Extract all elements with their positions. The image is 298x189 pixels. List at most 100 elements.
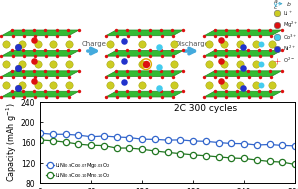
LiNi$_{0.9}$Co$_{0.10}$Mn$_{0.10}$O$_2$ <box>153 150 157 152</box>
LiNi$_{0.9}$Co$_{0.10}$Mn$_{0.10}$O$_2$ <box>77 143 80 145</box>
Point <box>125 90 130 93</box>
Point <box>159 95 164 98</box>
LiNi$_{0.9}$Co$_{0.10}$Mn$_{0.10}$O$_2$ <box>38 139 42 141</box>
Point <box>21 69 25 72</box>
Point <box>35 63 40 66</box>
Point <box>35 83 40 86</box>
Text: Ni$^{2+}$: Ni$^{2+}$ <box>283 44 296 53</box>
LiNi$_{0.9}$Co$_{0.07}$Mg$_{0.03}$O$_2$ <box>64 133 67 135</box>
Point <box>235 55 240 58</box>
Point <box>10 34 15 37</box>
Point <box>67 42 72 45</box>
Point <box>54 90 59 93</box>
Point <box>108 63 113 66</box>
Point <box>254 42 258 45</box>
Point <box>32 59 37 62</box>
Point <box>77 90 81 93</box>
Polygon shape <box>204 71 282 77</box>
LiNi$_{0.9}$Co$_{0.07}$Mg$_{0.03}$O$_2$ <box>89 136 93 138</box>
Point <box>139 83 144 86</box>
Point <box>126 95 131 98</box>
Point <box>125 29 130 32</box>
Polygon shape <box>106 71 183 77</box>
Legend: LiNi$_{0.9}$Co$_{0.07}$Mg$_{0.03}$O$_2$, LiNi$_{0.9}$Co$_{0.10}$Mn$_{0.10}$O$_2$: LiNi$_{0.9}$Co$_{0.07}$Mg$_{0.03}$O$_2$,… <box>45 160 111 181</box>
Point <box>213 34 218 37</box>
LiNi$_{0.9}$Co$_{0.07}$Mg$_{0.03}$O$_2$ <box>255 144 259 146</box>
Text: Li$^+$: Li$^+$ <box>283 9 293 18</box>
Point <box>279 49 284 52</box>
LiNi$_{0.9}$Co$_{0.07}$Mg$_{0.03}$O$_2$ <box>204 140 208 143</box>
Point <box>212 29 217 32</box>
Point <box>213 55 218 58</box>
Text: 2C 300 cycles: 2C 300 cycles <box>174 104 238 113</box>
Point <box>137 75 142 78</box>
Point <box>51 63 56 66</box>
Point <box>238 42 243 45</box>
Point <box>66 69 70 72</box>
Point <box>32 34 38 37</box>
Point <box>108 42 113 45</box>
LiNi$_{0.9}$Co$_{0.10}$Mn$_{0.10}$O$_2$ <box>268 160 271 163</box>
Point <box>212 49 217 52</box>
Point <box>246 49 250 52</box>
Point <box>19 83 24 86</box>
Point <box>121 39 126 42</box>
LiNi$_{0.9}$Co$_{0.10}$Mn$_{0.10}$O$_2$ <box>64 141 67 143</box>
Point <box>10 49 14 52</box>
Point <box>258 42 263 45</box>
Point <box>67 63 72 66</box>
Point <box>32 79 37 82</box>
Point <box>103 95 108 98</box>
Point <box>159 90 163 93</box>
Point <box>268 69 273 72</box>
LiNi$_{0.9}$Co$_{0.10}$Mn$_{0.10}$O$_2$ <box>140 148 144 150</box>
Point <box>170 34 175 37</box>
Point <box>125 69 130 72</box>
Point <box>54 29 59 32</box>
Point <box>21 95 26 98</box>
Point <box>238 83 243 86</box>
Point <box>257 75 262 78</box>
Text: Discharge: Discharge <box>174 40 209 46</box>
Point <box>269 63 274 66</box>
Polygon shape <box>106 30 183 36</box>
Point <box>279 69 284 72</box>
Point <box>32 55 38 58</box>
Point <box>258 83 263 86</box>
Text: Charge: Charge <box>81 40 106 46</box>
Point <box>43 29 48 32</box>
Point <box>114 55 119 58</box>
Point <box>0 34 4 37</box>
Point <box>224 90 228 93</box>
Point <box>269 55 274 58</box>
Point <box>137 34 142 37</box>
LiNi$_{0.9}$Co$_{0.07}$Mg$_{0.03}$O$_2$ <box>280 144 284 146</box>
Point <box>212 69 217 72</box>
Point <box>202 34 207 37</box>
Point <box>43 69 48 72</box>
Point <box>257 29 262 32</box>
Point <box>258 63 263 66</box>
Point <box>55 55 60 58</box>
Point <box>202 55 207 58</box>
Point <box>77 49 81 52</box>
Point <box>269 42 274 45</box>
Polygon shape <box>204 30 282 36</box>
LiNi$_{0.9}$Co$_{0.07}$Mg$_{0.03}$O$_2$ <box>191 140 195 142</box>
Polygon shape <box>106 91 183 97</box>
Point <box>15 66 20 69</box>
Point <box>246 29 250 32</box>
LiNi$_{0.9}$Co$_{0.10}$Mn$_{0.10}$O$_2$ <box>191 154 195 156</box>
Point <box>148 29 152 32</box>
Point <box>126 55 131 58</box>
Point <box>0 75 4 78</box>
Point <box>171 42 176 45</box>
Point <box>246 75 251 78</box>
LiNi$_{0.9}$Co$_{0.10}$Mn$_{0.10}$O$_2$ <box>204 155 208 157</box>
LiNi$_{0.9}$Co$_{0.07}$Mg$_{0.03}$O$_2$ <box>217 141 220 144</box>
Point <box>268 29 273 32</box>
LiNi$_{0.9}$Co$_{0.07}$Mg$_{0.03}$O$_2$ <box>293 145 297 147</box>
Point <box>246 55 251 58</box>
Point <box>144 63 148 66</box>
Point <box>274 24 279 27</box>
